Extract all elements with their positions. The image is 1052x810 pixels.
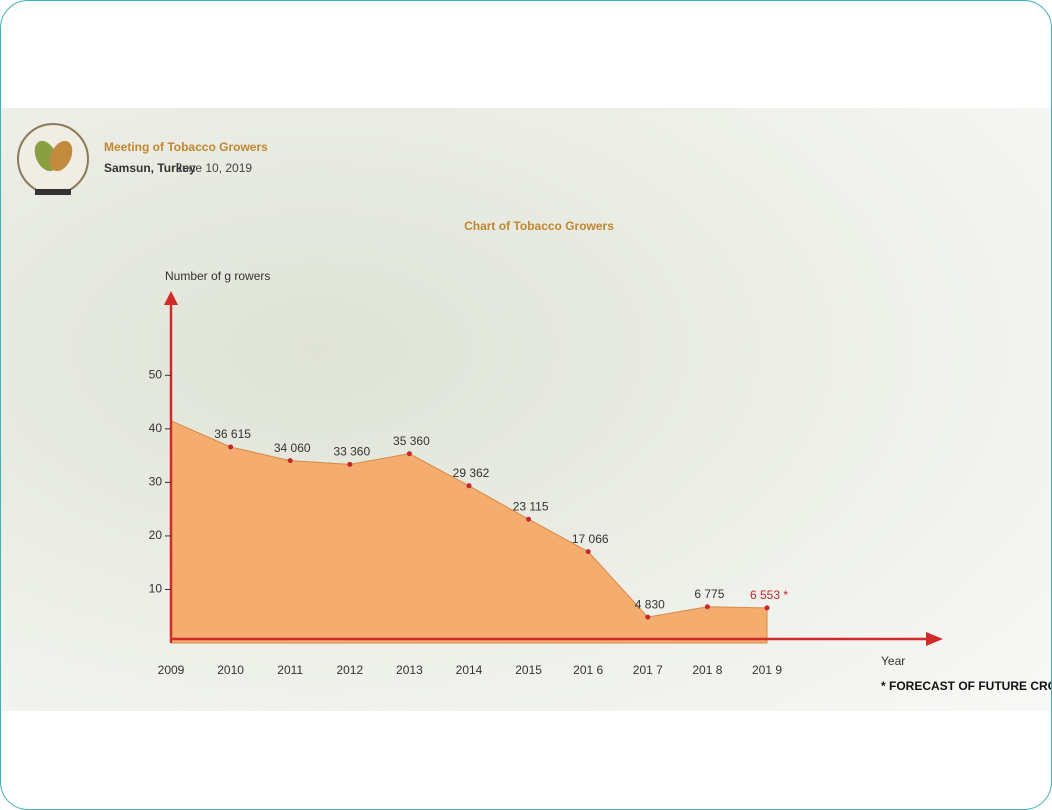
x-axis-label: Year	[881, 654, 905, 668]
value-label: 6 775	[694, 587, 724, 601]
logo	[17, 123, 89, 195]
value-label: 35 360	[393, 434, 430, 448]
y-tick-label: 50	[149, 367, 163, 381]
x-tick-label: 201 8	[692, 663, 722, 677]
y-tick-label: 40	[149, 421, 163, 435]
point	[704, 604, 710, 610]
header-date: June 10, 2019	[176, 161, 252, 175]
value-label: 33 360	[333, 445, 370, 459]
point	[347, 461, 353, 467]
x-tick-label: 2011	[277, 663, 303, 677]
value-label: 6 553 *	[750, 588, 788, 602]
y-axis-arrow	[164, 291, 178, 305]
point	[526, 516, 532, 522]
x-axis-arrow	[926, 632, 943, 646]
point	[406, 451, 412, 457]
point	[645, 614, 651, 620]
y-tick-label: 20	[149, 528, 163, 542]
point	[466, 483, 472, 489]
x-tick-label: 2013	[396, 663, 423, 677]
point	[764, 605, 770, 611]
x-tick-label: 201 7	[633, 663, 663, 677]
y-axis-label: Number of g rowers	[165, 269, 270, 283]
x-tick-label: 2012	[336, 663, 363, 677]
x-tick-label: 2015	[515, 663, 542, 677]
value-label: 34 060	[274, 441, 311, 455]
value-label: 23 115	[513, 499, 549, 513]
header-title: Meeting of Tobacco Growers	[104, 140, 268, 154]
x-tick-label: 2010	[217, 663, 244, 677]
value-label: 29 362	[453, 466, 490, 480]
x-tick-label: 2009	[158, 663, 185, 677]
x-tick-label: 201 9	[752, 663, 782, 677]
point	[228, 444, 234, 450]
point	[585, 549, 591, 555]
x-tick-label: 2014	[456, 663, 483, 677]
chart-title: Chart of Tobacco Growers	[464, 219, 614, 233]
value-label: 36 615	[214, 427, 251, 441]
header-place: Samsun, Turkey	[104, 161, 196, 175]
value-label: 4 830	[635, 597, 665, 611]
area	[170, 420, 768, 644]
y-tick-label: 30	[149, 475, 163, 489]
y-tick-label: 10	[149, 582, 163, 596]
x-tick-label: 201 6	[573, 663, 603, 677]
footnote: * FORECAST OF FUTURE CROP 201	[881, 679, 1051, 693]
point	[287, 458, 293, 464]
value-label: 17 066	[572, 532, 609, 546]
